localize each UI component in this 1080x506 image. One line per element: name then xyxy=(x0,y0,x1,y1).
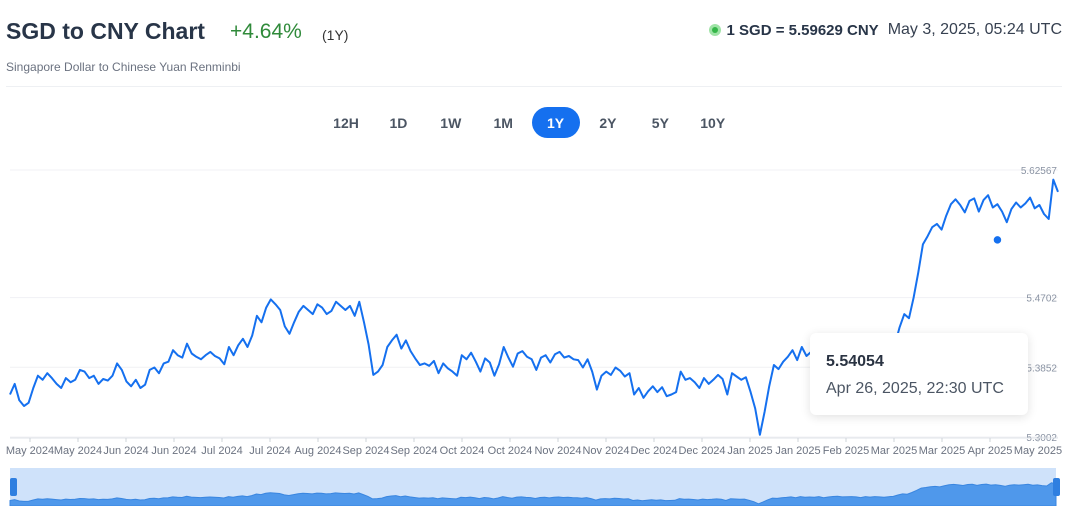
chart-tooltip: 5.54054 Apr 26, 2025, 22:30 UTC xyxy=(810,333,1028,415)
page-subtitle: Singapore Dollar to Chinese Yuan Renminb… xyxy=(6,60,241,74)
x-tick-label: May 2024 xyxy=(54,445,102,457)
x-tick-label: May 2025 xyxy=(1014,445,1062,457)
y-tick-label: 5.62567 xyxy=(1021,166,1058,177)
y-tick-label: 5.3852 xyxy=(1026,363,1057,374)
x-tick-label: Mar 2025 xyxy=(919,445,965,457)
x-tick-label: Jul 2024 xyxy=(201,445,243,457)
live-rate: 1 SGD = 5.59629 CNY May 3, 2025, 05:24 U… xyxy=(708,21,1062,39)
y-tick-label: 5.3002 xyxy=(1026,433,1057,444)
exchange-rate: 1 SGD = 5.59629 CNY xyxy=(726,21,879,39)
x-tick-label: Jul 2024 xyxy=(249,445,291,457)
x-tick-label: Dec 2024 xyxy=(678,445,725,457)
navigator-series xyxy=(9,482,1057,506)
header-divider xyxy=(6,86,1062,87)
x-tick-label: Feb 2025 xyxy=(823,445,869,457)
x-tick-label: Oct 2024 xyxy=(488,445,533,457)
x-tick-label: Nov 2024 xyxy=(582,445,629,457)
tooltip-value: 5.54054 xyxy=(826,353,884,370)
navigator-handle-left[interactable] xyxy=(10,478,17,496)
x-tick-label: Sep 2024 xyxy=(342,445,389,457)
x-tick-label: Oct 2024 xyxy=(440,445,485,457)
tooltip-time: Apr 26, 2025, 22:30 UTC xyxy=(826,380,1004,397)
hover-point xyxy=(992,234,1003,246)
tab-10y[interactable]: 10Y xyxy=(700,114,726,131)
tab-1w[interactable]: 1W xyxy=(440,114,462,131)
tab-1d[interactable]: 1D xyxy=(389,114,408,131)
x-tick-label: Jun 2024 xyxy=(103,445,148,457)
x-tick-label: Aug 2024 xyxy=(294,445,341,457)
period-label: (1Y) xyxy=(322,27,349,43)
page-title: SGD to CNY Chart xyxy=(6,18,205,44)
x-tick-label: Apr 2025 xyxy=(968,445,1013,457)
tab-2y[interactable]: 2Y xyxy=(599,114,617,131)
y-tick-label: 5.4702 xyxy=(1026,294,1057,305)
x-tick-label: Nov 2024 xyxy=(534,445,581,457)
x-tick-label: Jan 2025 xyxy=(775,445,820,457)
x-tick-label: May 2024 xyxy=(6,445,54,457)
tab-1m[interactable]: 1M xyxy=(493,114,513,131)
live-status-icon xyxy=(708,24,721,36)
period-tabs: 12H 1D 1W 1M 1Y 2Y 5Y 10Y xyxy=(322,107,741,138)
x-tick-label: Sep 2024 xyxy=(390,445,437,457)
x-tick-label: Mar 2025 xyxy=(871,445,917,457)
x-tick-label: Dec 2024 xyxy=(630,445,677,457)
x-tick-label: Jan 2025 xyxy=(727,445,772,457)
percent-change: +4.64% xyxy=(230,20,302,43)
rate-timestamp: May 3, 2025, 05:24 UTC xyxy=(887,21,1062,38)
tab-5y[interactable]: 5Y xyxy=(651,114,669,131)
tab-1y[interactable]: 1Y xyxy=(531,107,580,138)
navigator-handle-right[interactable] xyxy=(1053,478,1060,496)
x-tick-label: Jun 2024 xyxy=(151,445,196,457)
tab-12h[interactable]: 12H xyxy=(333,114,359,131)
